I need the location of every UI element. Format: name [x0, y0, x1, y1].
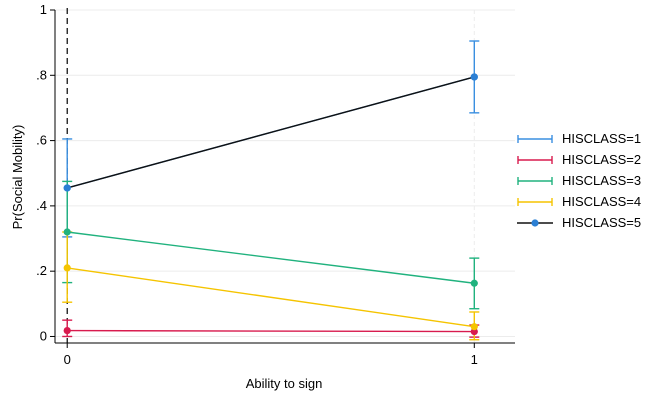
data-point	[63, 326, 71, 335]
x-tick-label: 1	[471, 352, 478, 367]
legend-item: HISCLASS=2	[516, 149, 652, 170]
y-tick-label: 0	[40, 328, 47, 343]
y-axis-label: Pr(Social Mobility)	[10, 125, 25, 230]
legend-item: HISCLASS=1	[516, 128, 652, 149]
legend-item: HISCLASS=5	[516, 212, 652, 233]
legend-key-icon	[517, 134, 553, 143]
grid	[55, 9, 515, 343]
legend-key-icon	[517, 197, 553, 206]
series-line	[67, 329, 475, 333]
legend-label: HISCLASS=2	[562, 152, 642, 167]
legend: HISCLASS=1 HISCLASS=2 HISCLASS=3 HISCLASS=4…	[516, 128, 652, 233]
confidence-intervals	[62, 40, 480, 341]
y-tick-label: .6	[36, 133, 47, 148]
data-point	[63, 228, 71, 236]
x-axis-label: Ability to sign	[246, 376, 323, 391]
series-line	[67, 231, 475, 284]
series-line	[67, 267, 475, 328]
legend-key-icon	[517, 155, 553, 164]
data-point	[470, 73, 478, 81]
legend-key-icon	[517, 218, 553, 227]
y-tick-label: .2	[36, 263, 47, 278]
legend-key-marker	[531, 218, 539, 227]
y-tick-label: .8	[36, 67, 47, 82]
series-line	[67, 76, 475, 189]
legend-label: HISCLASS=4	[562, 194, 642, 209]
x-tick-label: 0	[64, 352, 71, 367]
legend-item: HISCLASS=4	[516, 191, 652, 212]
data-point	[470, 279, 478, 287]
data-point	[63, 264, 71, 272]
series-lines	[67, 76, 475, 333]
legend-label: HISCLASS=3	[562, 173, 642, 188]
data-point	[63, 184, 71, 192]
legend-key-icon	[517, 176, 553, 185]
y-tick-label: .4	[36, 198, 47, 213]
y-tick-label: 1	[40, 2, 47, 17]
legend-item: HISCLASS=3	[516, 170, 652, 191]
axes: 0 .2 .4 .6 .8 1 0 1	[36, 2, 515, 367]
legend-label: HISCLASS=5	[562, 215, 642, 230]
legend-label: HISCLASS=1	[562, 131, 642, 146]
data-point	[470, 323, 478, 331]
series-points	[63, 73, 478, 336]
